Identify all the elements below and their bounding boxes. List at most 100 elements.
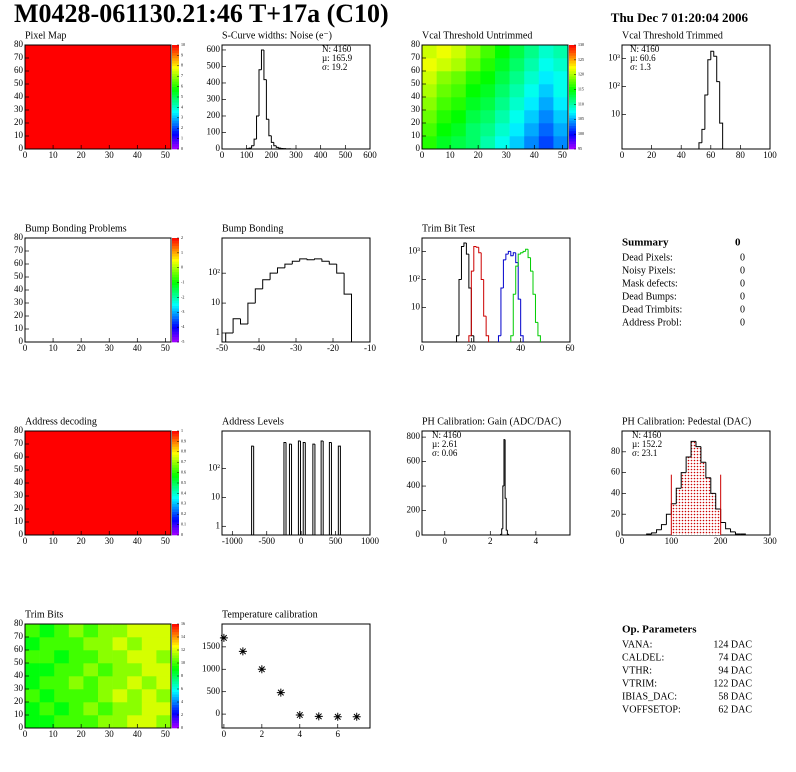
colorbar-label: -3 xyxy=(181,309,184,314)
star-marker xyxy=(295,711,304,719)
colorbar-step xyxy=(172,475,179,479)
colorbar-step xyxy=(172,699,179,703)
heat-cell xyxy=(524,123,540,137)
y-tick-label: 600 xyxy=(407,456,421,466)
panel-title: Pixel Map xyxy=(25,30,66,41)
colorbar-label: 1 xyxy=(181,250,183,255)
heat-cell xyxy=(553,110,569,124)
heat-cell xyxy=(112,624,128,638)
heat-cell xyxy=(54,676,70,690)
colorbar-label: 2 xyxy=(181,235,183,240)
colorbar-step xyxy=(172,631,179,635)
colorbar-label: 8 xyxy=(181,63,183,68)
x-tick-label: 30 xyxy=(105,150,115,160)
colorbar-step xyxy=(172,436,179,440)
colorbar-step xyxy=(172,457,179,460)
heat-cell xyxy=(451,110,467,124)
colorbar-step xyxy=(172,634,179,638)
colorbar-step xyxy=(569,76,576,80)
y-tick-label: 500 xyxy=(207,61,221,71)
colorbar-step xyxy=(172,532,179,536)
y-tick-label: 50 xyxy=(14,271,24,281)
hist-bin xyxy=(273,142,277,147)
colorbar-step xyxy=(172,470,179,473)
y-tick-label: 30 xyxy=(14,104,24,114)
x-tick-label: 10 xyxy=(446,150,456,160)
op-label: VTRIM: xyxy=(622,678,657,689)
heat-cell xyxy=(538,45,554,59)
colorbar-step xyxy=(172,485,179,489)
colorbar-step xyxy=(569,86,576,90)
hist-bin xyxy=(468,335,472,342)
heat-cell xyxy=(127,650,143,664)
heat-cell xyxy=(54,650,70,664)
heat-cell xyxy=(509,84,525,98)
colorbar-step xyxy=(172,462,179,466)
heat-cell xyxy=(25,702,40,716)
y-tick-label: 50 xyxy=(14,657,24,667)
colorbar-step xyxy=(172,644,179,648)
heat-cell xyxy=(141,650,157,664)
hist-bin xyxy=(278,147,282,149)
heat-cell xyxy=(436,71,452,85)
heat-cell xyxy=(436,110,452,124)
colorbar-label: 12 xyxy=(181,647,185,652)
stats-line: µ: 2.61 xyxy=(432,439,458,449)
colorbar-step xyxy=(172,712,179,716)
heat-cell xyxy=(480,97,496,111)
colorbar-label: 16 xyxy=(181,621,185,626)
heat-cell xyxy=(68,624,84,638)
panel-title: Trim Bit Test xyxy=(422,223,475,234)
hist-bin xyxy=(288,443,292,535)
colorbar-step xyxy=(172,89,179,93)
colorbar-step xyxy=(172,86,179,90)
colorbar-step xyxy=(172,279,179,283)
x-tick-label: -1000 xyxy=(222,536,243,546)
hist-bin xyxy=(225,332,234,342)
heat-cell xyxy=(509,136,525,150)
heat-cell xyxy=(524,45,540,59)
x-tick-label: 60 xyxy=(706,150,716,160)
heat-cell xyxy=(422,110,437,124)
heat-cell xyxy=(39,676,55,690)
colorbar-label: 0.6 xyxy=(181,470,186,475)
colorbar-label: 4 xyxy=(181,104,183,109)
heat-cell xyxy=(509,123,525,137)
heat-cell xyxy=(509,45,525,59)
y-tick-label: 10² xyxy=(208,267,220,277)
heat-cell xyxy=(495,71,510,85)
colorbar-step xyxy=(569,91,576,95)
colorbar-step xyxy=(172,264,179,267)
colorbar-step xyxy=(172,464,179,468)
colorbar-step xyxy=(172,334,179,338)
heat-cell xyxy=(112,715,128,729)
colorbar-step xyxy=(172,133,179,137)
heat-cell xyxy=(156,637,172,651)
hist-bin xyxy=(302,441,306,535)
colorbar-step xyxy=(172,454,179,458)
y-tick-label: 400 xyxy=(407,480,421,490)
colorbar-step xyxy=(172,720,179,724)
colorbar-step xyxy=(172,689,179,692)
heat-cell xyxy=(141,715,157,729)
hist-bin xyxy=(343,273,352,342)
heat-cell xyxy=(98,650,113,664)
colorbar-step xyxy=(172,271,179,275)
x-tick-label: 0 xyxy=(23,150,28,160)
hist-bin xyxy=(299,441,304,536)
y-tick-label: 1 xyxy=(216,327,221,337)
y-tick-label: 0 xyxy=(416,143,421,153)
heat-cell xyxy=(524,136,540,150)
heat-cell xyxy=(83,624,99,638)
x-tick-label: 40 xyxy=(133,150,143,160)
heat-cell xyxy=(553,45,569,59)
panel-title: Bump Bonding Problems xyxy=(25,223,127,234)
hist-bin xyxy=(512,252,516,256)
panel-title: PH Calibration: Gain (ADC/DAC) xyxy=(422,416,561,427)
colorbar-step xyxy=(172,529,179,533)
hist-bin xyxy=(460,245,464,280)
hist-bin xyxy=(695,441,701,448)
hist-bin xyxy=(468,254,472,289)
op-title: Op. Parameters xyxy=(622,624,697,636)
colorbar-step xyxy=(172,63,179,67)
